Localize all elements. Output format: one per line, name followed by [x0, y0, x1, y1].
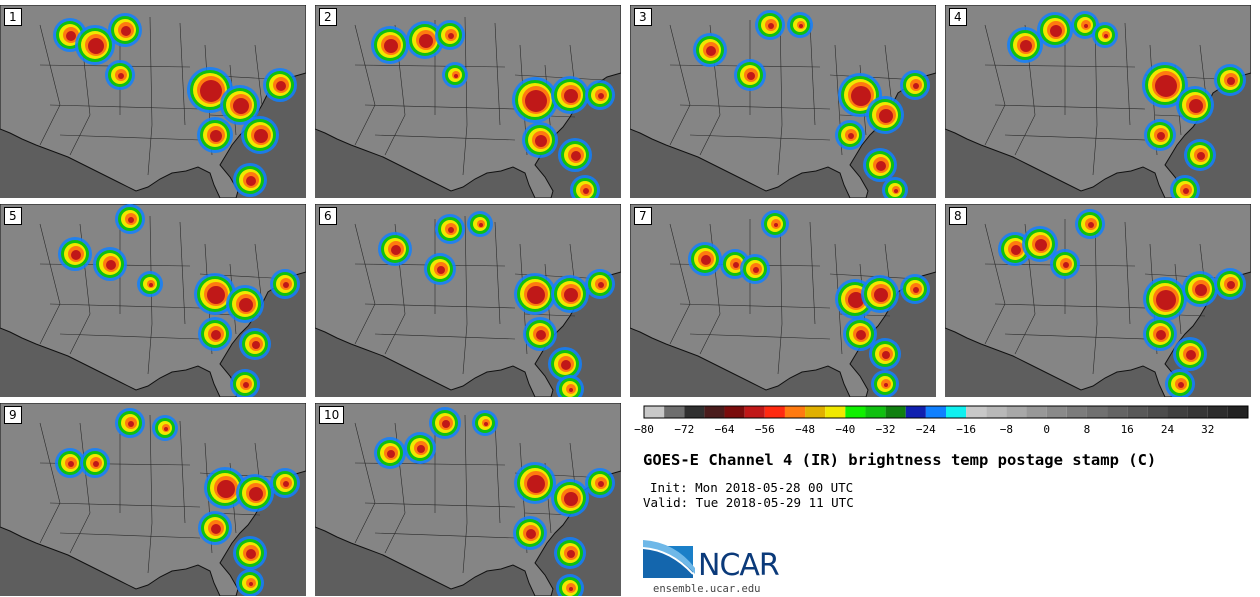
- colorbar-bin: [966, 406, 987, 418]
- colorbar-tick-label: −48: [795, 423, 815, 436]
- postage-stamp-panel: 10: [315, 403, 621, 596]
- colorbar-tick-label: −80: [634, 423, 654, 436]
- ir-map: [315, 5, 621, 198]
- colorbar-bin: [1086, 406, 1108, 418]
- colorbar-bin: [946, 406, 967, 418]
- postage-stamp-panel: 9: [0, 403, 306, 596]
- colorbar-bin: [865, 406, 886, 418]
- colorbar-bin: [744, 406, 765, 418]
- init-time: Init: Mon 2018-05-28 00 UTC: [650, 480, 854, 495]
- panel-number-label: 8: [949, 207, 967, 225]
- panel-number-label: 4: [949, 8, 967, 26]
- panel-number-label: 3: [634, 8, 652, 26]
- colorbar-bin: [1127, 406, 1148, 418]
- postage-stamp-panel: 7: [630, 204, 936, 397]
- colorbar-tick-label: 32: [1201, 423, 1215, 436]
- colorbar-tick-label: −24: [915, 423, 936, 436]
- postage-stamp-panel: 8: [945, 204, 1251, 397]
- colorbar-tick-label: −56: [754, 423, 775, 436]
- colorbar-bin: [1207, 406, 1228, 418]
- colorbar-tick-label: −8: [999, 423, 1014, 436]
- colorbar-bin: [1066, 406, 1087, 418]
- colorbar-bin: [724, 406, 745, 418]
- panel-number-label: 9: [4, 406, 22, 424]
- panel-number-label: 6: [319, 207, 337, 225]
- figure-title: GOES-E Channel 4 (IR) brightness temp po…: [643, 451, 1157, 469]
- colorbar-bin: [704, 406, 725, 418]
- colorbar-bin: [1026, 406, 1047, 418]
- colorbar-bin: [845, 406, 866, 418]
- colorbar-bin: [885, 406, 906, 418]
- ir-map: [945, 204, 1251, 397]
- colorbar-bin: [1187, 406, 1208, 418]
- colorbar-bin: [1227, 406, 1248, 418]
- colorbar: [643, 405, 1249, 419]
- colorbar-tick-label: −32: [875, 423, 896, 436]
- colorbar-tick-label: −40: [835, 423, 856, 436]
- panel-number-label: 2: [319, 8, 337, 26]
- panel-number-label: 1: [4, 8, 22, 26]
- colorbar-bin: [1107, 406, 1128, 418]
- ir-map: [315, 403, 621, 596]
- ncar-logo-text: NCAR: [698, 548, 780, 583]
- postage-stamp-panel: 6: [315, 204, 621, 397]
- colorbar-bin: [1167, 406, 1188, 418]
- ncar-logo-icon: [643, 540, 695, 578]
- ir-map: [0, 403, 306, 596]
- colorbar-tick-label: −72: [674, 423, 695, 436]
- postage-stamp-panel: 2: [315, 5, 621, 198]
- panel-number-label: 5: [4, 207, 22, 225]
- colorbar-bin: [925, 406, 946, 418]
- colorbar-tick-label: −16: [956, 423, 977, 436]
- ir-map: [0, 204, 306, 397]
- colorbar-tick-label: −64: [714, 423, 735, 436]
- colorbar-bin: [1046, 406, 1067, 418]
- colorbar-bin: [986, 406, 1007, 418]
- valid-time: Valid: Tue 2018-05-29 11 UTC: [643, 495, 854, 510]
- colorbar-bin: [805, 406, 826, 418]
- colorbar-bin: [1006, 406, 1027, 418]
- ensemble-url: ensemble.ucar.edu: [653, 583, 761, 595]
- ir-map: [315, 204, 621, 397]
- ir-map: [630, 204, 936, 397]
- colorbar-bin: [825, 406, 846, 418]
- panel-number-label: 7: [634, 207, 652, 225]
- colorbar-tick-label: 16: [1120, 423, 1134, 436]
- colorbar-tick-label: 0: [1043, 423, 1050, 436]
- colorbar-tick-labels: −80 −72 −64 −56 −48 −40 −32 −24 −16 −8 0 8 16 24 32: [634, 423, 1253, 443]
- colorbar-bin: [684, 406, 705, 418]
- postage-stamp-panel: 4: [945, 5, 1251, 198]
- colorbar-frame: [643, 405, 1249, 419]
- panel-number-label: 10: [319, 406, 345, 424]
- colorbar-bin: [784, 406, 806, 418]
- postage-stamp-panel: 3: [630, 5, 936, 198]
- postage-stamp-panel: 5: [0, 204, 306, 397]
- colorbar-tick-label: 8: [1083, 423, 1091, 436]
- colorbar-bin: [644, 406, 665, 418]
- postage-stamp-panel: 1: [0, 5, 306, 198]
- colorbar-bin: [905, 406, 926, 418]
- colorbar-bin: [1147, 406, 1168, 418]
- colorbar-tick-label: 24: [1160, 423, 1175, 436]
- ir-map: [630, 5, 936, 198]
- ir-map: [0, 5, 306, 198]
- colorbar-bin: [764, 406, 785, 418]
- ir-map: [945, 5, 1251, 198]
- colorbar-bin: [664, 406, 685, 418]
